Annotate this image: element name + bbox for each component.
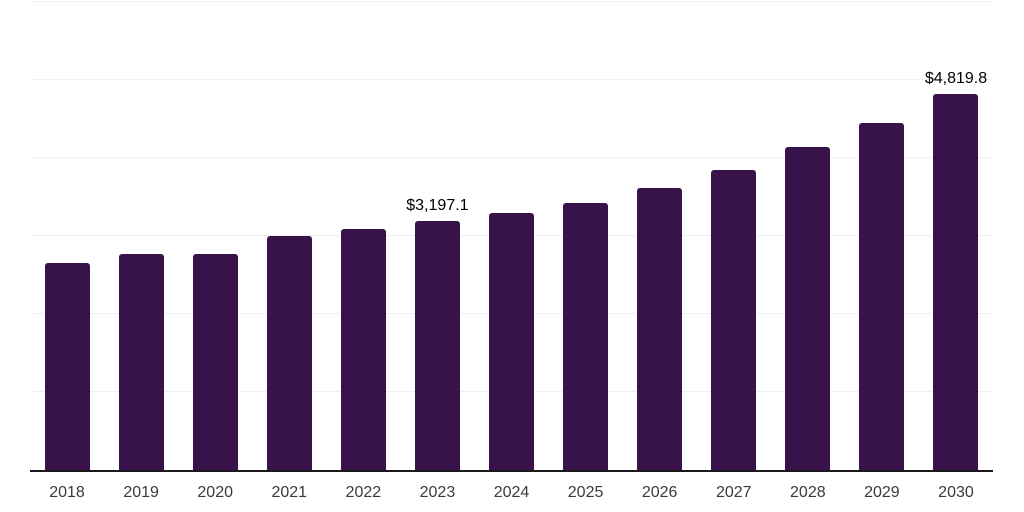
x-axis-label-2023: 2023 (419, 484, 456, 501)
gridline (30, 79, 993, 80)
x-axis-label-2024: 2024 (493, 484, 530, 501)
bars-row: $3,197.1 $4,819.8 (30, 2, 993, 470)
x-axis-label-2021: 2021 (271, 484, 308, 501)
bar-2030[interactable] (933, 94, 979, 470)
bar-2025[interactable] (563, 203, 609, 470)
bar-value-label-2023: $3,197.1 (406, 196, 469, 214)
x-axis-label-2019: 2019 (123, 484, 159, 501)
bar-group-2027 (697, 2, 771, 470)
bar-group-2025 (549, 2, 623, 470)
bar-2024[interactable] (489, 213, 534, 470)
x-axis-label-2029: 2029 (864, 484, 900, 501)
bar-2018[interactable] (44, 263, 90, 470)
x-axis-label-2020: 2020 (197, 484, 233, 501)
x-axis-label-2030: 2030 (938, 484, 974, 501)
gridline (30, 1, 993, 2)
bar-value-label-2030: $4,819.8 (924, 70, 988, 88)
x-axis-label-2027: 2027 (715, 484, 752, 501)
x-axis-label-2026: 2026 (641, 484, 678, 501)
x-axis-label-2022: 2022 (345, 484, 382, 501)
bar-group-2030: $4,819.8 (919, 2, 993, 470)
bar-group-2028 (771, 2, 845, 470)
bar-2021[interactable] (266, 236, 312, 470)
bar-2027[interactable] (711, 169, 757, 470)
bar-group-2024 (474, 2, 548, 470)
bar-2023[interactable] (414, 220, 460, 470)
x-axis-label-2018: 2018 (49, 484, 85, 501)
bar-2019[interactable] (118, 253, 164, 470)
bar-group-2023: $3,197.1 (400, 2, 474, 470)
bar-2029[interactable] (859, 122, 905, 470)
x-axis-label-2028: 2028 (790, 484, 826, 501)
bar-2022[interactable] (340, 228, 386, 470)
x-axis-labels: 2018 2019 2020 2021 2022 2023 2024 2025 2026 2027… (30, 472, 993, 502)
gridline (30, 157, 993, 158)
bar-group-2022 (326, 2, 400, 470)
bar-group-2026 (623, 2, 697, 470)
bar-group-2021 (252, 2, 326, 470)
bar-group-2018 (30, 2, 104, 470)
bar-group-2029 (845, 2, 919, 470)
bar-2026[interactable] (637, 187, 683, 470)
bar-group-2020 (178, 2, 252, 470)
plot-area: $3,197.1 $4,819.8 (30, 1, 993, 472)
x-axis-line (30, 470, 993, 472)
bar-2020[interactable] (192, 254, 238, 470)
x-axis-label-2025: 2025 (567, 484, 604, 501)
bar-2028[interactable] (785, 147, 831, 470)
bar-group-2019 (104, 2, 178, 470)
